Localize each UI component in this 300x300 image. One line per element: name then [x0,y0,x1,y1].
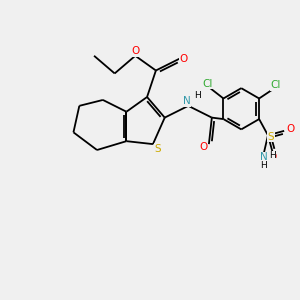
Text: H: H [260,161,267,170]
Text: O: O [180,54,188,64]
Text: O: O [286,124,294,134]
Text: H: H [269,152,276,160]
Text: O: O [199,142,207,152]
Text: Cl: Cl [202,79,212,89]
Text: N: N [260,152,267,162]
Text: S: S [154,143,161,154]
Text: O: O [131,46,140,56]
Text: O: O [268,152,277,162]
Text: Cl: Cl [270,80,280,90]
Text: N: N [183,96,191,106]
Text: H: H [194,91,200,100]
Text: S: S [268,132,274,142]
